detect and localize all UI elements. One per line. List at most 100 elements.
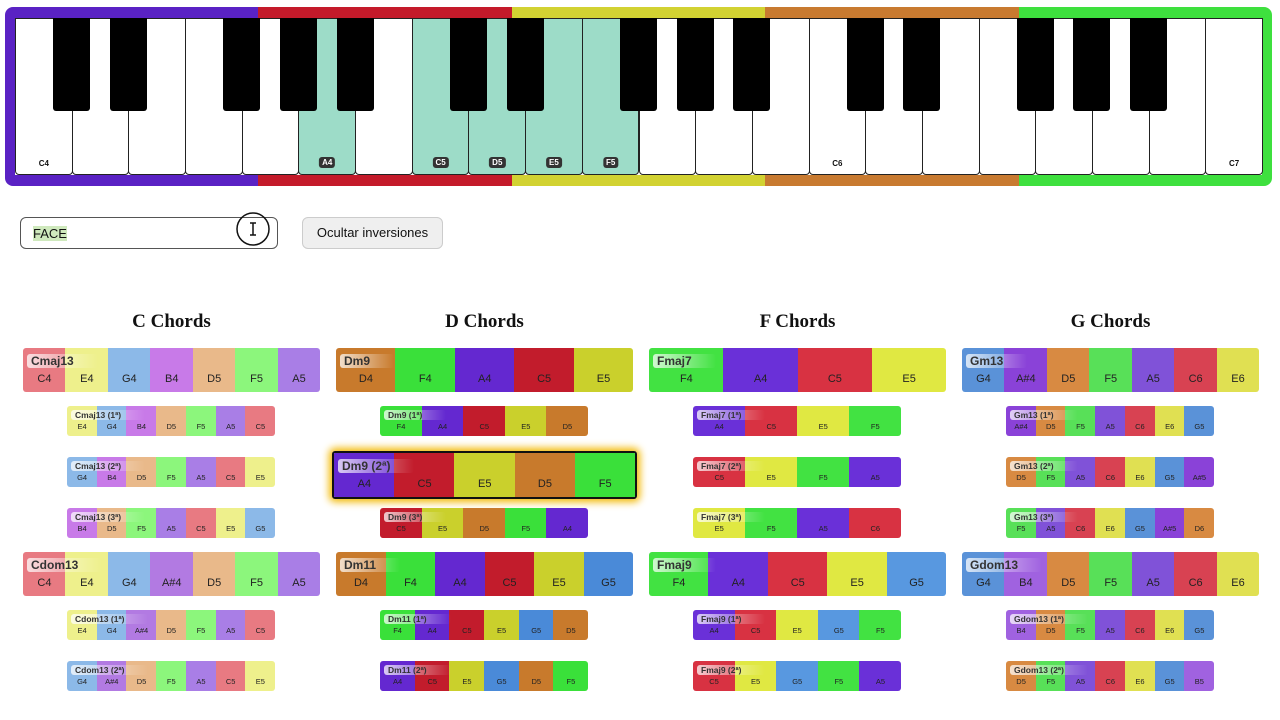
note-segment: F5 (1089, 348, 1133, 392)
note-label: E4 (80, 373, 94, 385)
note-label: E5 (751, 677, 761, 686)
note-label: A4 (357, 478, 372, 490)
note-label: D5 (562, 422, 573, 431)
note-label: B4 (1019, 577, 1033, 589)
note-segment: A5 (1095, 406, 1126, 436)
chord-card[interactable]: F4 A4 C5 E5 G5 Fmaj9 (649, 552, 946, 596)
key-label: D5 (489, 157, 506, 168)
note-segment: A5 (156, 508, 187, 538)
note-label: D4 (358, 373, 373, 385)
chord-card[interactable]: F5 A5 C6 E6 G5 A#5 D6 Gm13 (3ª) (1006, 508, 1214, 538)
black-key[interactable] (109, 18, 147, 111)
chord-card[interactable]: B4 D5 F5 A5 C6 E6 G5 Gdom13 (1ª) (1006, 610, 1214, 640)
note-label: A5 (196, 473, 206, 482)
toggle-inversions-button[interactable]: Ocultar inversiones (302, 217, 443, 249)
note-segment: A5 (1131, 348, 1175, 392)
note-label: D6 (1194, 524, 1205, 533)
black-key[interactable] (1130, 18, 1168, 111)
note-label: A#4 (105, 677, 119, 686)
chord-card[interactable]: B4 D5 F5 A5 C5 E5 G5 Cmaj13 (3ª) (67, 508, 275, 538)
black-key[interactable] (620, 18, 657, 111)
note-label: F5 (166, 677, 176, 686)
note-label: E4 (77, 626, 87, 635)
chord-card[interactable]: C4 E4 G4 B4 D5 F5 A5 Cmaj13 (23, 348, 320, 392)
black-key[interactable] (903, 18, 941, 111)
note-label: A4 (453, 577, 467, 589)
black-key[interactable] (1073, 18, 1111, 111)
chord-card[interactable]: E5 F5 A5 C6 Fmaj7 (3ª) (693, 508, 901, 538)
chord-card[interactable]: A#4 D5 F5 A5 C6 E6 G5 Gm13 (1ª) (1006, 406, 1214, 436)
black-key[interactable] (449, 18, 487, 111)
chord-card[interactable]: C5 E5 G5 F5 A5 Fmaj9 (2ª) (693, 661, 901, 691)
note-label: C6 (1135, 626, 1145, 635)
note-segment: C6 (1095, 457, 1126, 487)
note-label: D5 (479, 524, 490, 533)
note-label: C5 (766, 422, 777, 431)
note-label: G5 (496, 677, 507, 686)
note-label: F5 (1104, 577, 1118, 589)
black-key[interactable] (53, 18, 91, 111)
chord-card[interactable]: G4 B4 D5 F5 A5 C5 E5 Cmaj13 (2ª) (67, 457, 275, 487)
note-label: D5 (136, 473, 147, 482)
note-segment: E5 (245, 661, 275, 691)
note-label: D5 (166, 626, 177, 635)
note-segment: F5 (1089, 552, 1133, 596)
note-label: G5 (1164, 677, 1175, 686)
chord-card[interactable]: A4 C5 E5 G5 D5 F5 Dm11 (2ª) (380, 661, 588, 691)
black-key[interactable] (676, 18, 714, 111)
note-segment: A5 (277, 552, 320, 596)
chord-name: Cdom13 (2ª) (71, 665, 149, 675)
white-key[interactable]: C7 (1205, 18, 1263, 175)
note-segment: E5 (827, 552, 888, 596)
note-label: E5 (596, 373, 611, 385)
chord-card[interactable]: A4 C5 E5 G5 F5 Fmaj9 (1ª) (693, 610, 901, 640)
chord-card[interactable]: F4 A4 C5 E5 G5 D5 Dm11 (1ª) (380, 610, 588, 640)
note-segment: F5 (574, 453, 635, 497)
note-segment: G5 (886, 552, 946, 596)
chord-card[interactable]: E4 G4 A#4 D5 F5 A5 C5 Cdom13 (1ª) (67, 610, 275, 640)
chord-card[interactable]: C5 E5 F5 A5 Fmaj7 (2ª) (693, 457, 901, 487)
note-label: A#4 (134, 626, 149, 635)
chord-card[interactable]: D4 F4 A4 C5 E5 Dm9 (336, 348, 633, 392)
chord-card[interactable]: D5 F5 A5 C6 E6 G5 B5 Gdom13 (2ª) (1006, 661, 1214, 691)
chord-card[interactable]: D5 F5 A5 C6 E6 G5 A#5 Gm13 (2ª) (1006, 457, 1214, 487)
black-key[interactable] (846, 18, 884, 111)
search-input[interactable]: FACE (20, 217, 278, 249)
note-segment: C6 (1095, 661, 1126, 691)
note-segment: C6 (1124, 610, 1156, 640)
chord-card[interactable]: G4 A#4 D5 F5 A5 C6 E6 Gm13 (962, 348, 1259, 392)
black-key[interactable] (279, 18, 317, 111)
note-label: F5 (870, 422, 880, 431)
note-label: A5 (1105, 422, 1115, 431)
chord-card[interactable]: A4 C5 E5 F5 Fmaj7 (1ª) (693, 406, 901, 436)
black-key[interactable] (223, 18, 261, 111)
chord-card[interactable]: C5 E5 D5 F5 A4 Dm9 (3ª) (380, 508, 588, 538)
black-key[interactable] (506, 18, 544, 111)
chord-card-highlighted[interactable]: A4 C5 E5 D5 F5 Dm9 (2ª) (332, 451, 637, 499)
note-label: G4 (77, 677, 88, 686)
chord-card[interactable]: C4 E4 G4 A#4 D5 F5 A5 Cdom13 (23, 552, 320, 596)
note-label: F4 (418, 373, 432, 385)
note-label: F5 (1016, 524, 1026, 533)
note-label: C6 (1188, 577, 1203, 589)
note-label: A#4 (1016, 373, 1036, 385)
chord-card[interactable]: D4 F4 A4 C5 E5 G5 Dm11 (336, 552, 633, 596)
black-key[interactable] (336, 18, 374, 111)
note-segment: E5 (245, 457, 275, 487)
note-label: G4 (976, 373, 991, 385)
chord-card[interactable]: F4 A4 C5 E5 Fmaj7 (649, 348, 946, 392)
chord-card[interactable]: G4 B4 D5 F5 A5 C6 E6 Gdom13 (962, 552, 1259, 596)
chord-name: Fmaj9 (2ª) (697, 665, 766, 675)
black-key[interactable] (1016, 18, 1054, 111)
chord-card[interactable]: E4 G4 B4 D5 F5 A5 C5 Cmaj13 (1ª) (67, 406, 275, 436)
chord-card[interactable]: G4 A#4 D5 F5 A5 C5 E5 Cdom13 (2ª) (67, 661, 275, 691)
chord-name: Fmaj7 (653, 354, 716, 368)
note-segment: E5 (215, 508, 246, 538)
note-label: C6 (1075, 524, 1086, 533)
chord-name: Gdom13 (966, 558, 1043, 572)
note-label: D5 (1061, 577, 1076, 589)
black-key[interactable] (733, 18, 771, 111)
chord-card[interactable]: F4 A4 C5 E5 D5 Dm9 (1ª) (380, 406, 588, 436)
